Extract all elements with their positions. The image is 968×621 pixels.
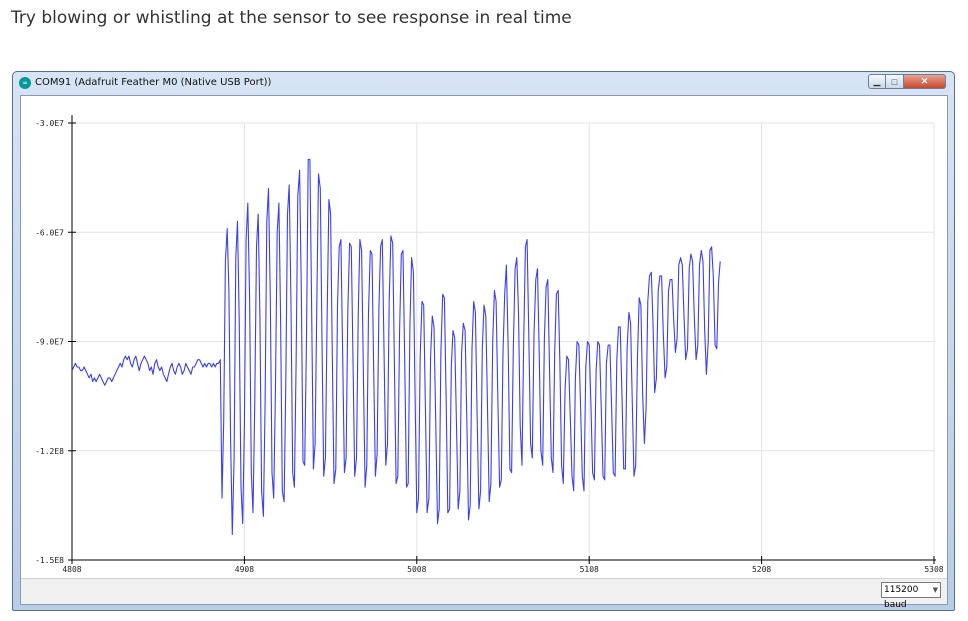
title-bar[interactable]: ∞ COM91 (Adafruit Feather M0 (Native USB…	[13, 72, 954, 94]
serial-plotter-window: ∞ COM91 (Adafruit Feather M0 (Native USB…	[12, 71, 955, 611]
minimize-button[interactable]: ▁	[868, 74, 886, 89]
y-tick-label: -6.0E7	[35, 228, 64, 237]
page-caption: Try blowing or whistling at the sensor t…	[11, 8, 572, 28]
baud-rate-select[interactable]: 115200 baud ▼	[881, 582, 941, 610]
arduino-icon: ∞	[19, 77, 31, 89]
x-tick-label: 5108	[580, 565, 599, 574]
plot-area: -3.0E7 -6.0E7 -9.0E7 -1.2E8 -1.5E8 4808 4908 50…	[20, 95, 948, 610]
close-button[interactable]: ✕	[904, 74, 946, 89]
maximize-icon: □	[891, 76, 898, 87]
series-line	[71, 158, 721, 536]
x-tick-label: 4808	[62, 565, 81, 574]
y-tick-label: -3.0E7	[35, 119, 64, 128]
y-tick-label: -1.5E8	[35, 556, 64, 565]
x-tick-label: 5308	[924, 565, 943, 574]
chevron-down-icon: ▼	[932, 586, 938, 594]
y-tick-label: -9.0E7	[35, 338, 64, 347]
window-title: COM91 (Adafruit Feather M0 (Native USB P…	[35, 77, 272, 88]
x-tick-label: 4908	[235, 565, 254, 574]
maximize-button[interactable]: □	[886, 74, 904, 89]
bottom-bar: 115200 baud ▼	[21, 578, 947, 610]
x-tick-label: 5208	[752, 565, 771, 574]
minimize-icon: ▁	[873, 76, 881, 86]
close-icon: ✕	[920, 76, 929, 86]
baud-rate-value: 115200 baud	[884, 585, 919, 610]
y-tick-label: -1.2E8	[35, 447, 64, 456]
window-controls: ▁ □ ✕	[868, 74, 946, 89]
x-tick-label: 5008	[407, 565, 426, 574]
